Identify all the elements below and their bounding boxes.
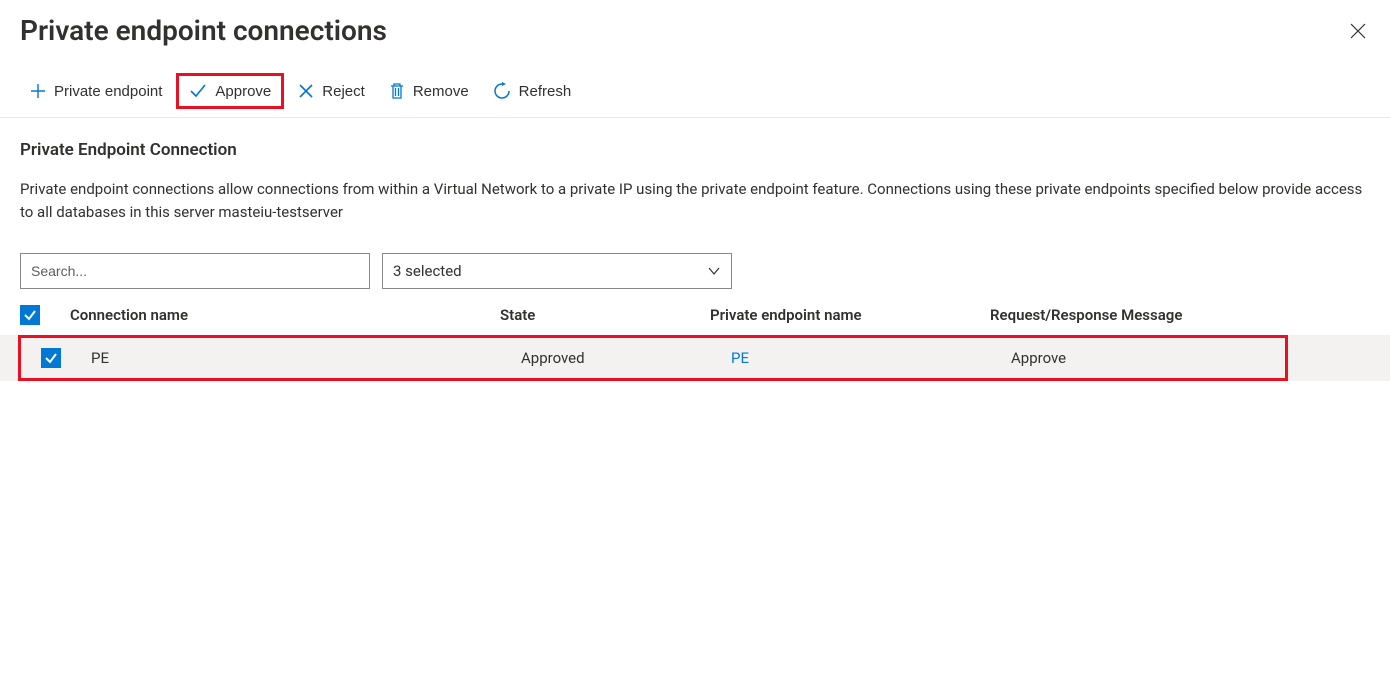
filter-dropdown[interactable]: 3 selected (382, 253, 732, 289)
cell-connection-name: PE (91, 349, 521, 367)
x-icon (298, 83, 314, 99)
section-title: Private Endpoint Connection (0, 118, 1390, 168)
cell-state: Approved (521, 349, 731, 367)
check-icon (189, 82, 207, 100)
col-header-pe-name[interactable]: Private endpoint name (710, 306, 990, 324)
col-header-message[interactable]: Request/Response Message (990, 306, 1370, 324)
cell-message: Approve (1011, 349, 1265, 367)
plus-icon (30, 83, 46, 99)
remove-button[interactable]: Remove (379, 76, 479, 106)
col-header-connection-name[interactable]: Connection name (70, 306, 500, 324)
table-row[interactable]: PE Approved PE Approve (18, 335, 1288, 381)
reject-button[interactable]: Reject (288, 77, 375, 106)
toolbar: Private endpoint Approve Reject Remove R… (0, 57, 1390, 118)
remove-label: Remove (413, 83, 469, 100)
refresh-label: Refresh (519, 83, 572, 100)
chevron-down-icon (707, 264, 721, 278)
refresh-button[interactable]: Refresh (483, 76, 582, 106)
table-header-row: Connection name State Private endpoint n… (0, 299, 1390, 335)
col-header-state[interactable]: State (500, 306, 710, 324)
section-description: Private endpoint connections allow conne… (0, 168, 1390, 223)
approve-label: Approve (215, 83, 271, 100)
page-title: Private endpoint connections (20, 14, 387, 47)
search-input[interactable] (20, 253, 370, 289)
private-endpoint-label: Private endpoint (54, 83, 162, 100)
trash-icon (389, 82, 405, 100)
select-all-checkbox[interactable] (20, 305, 40, 325)
close-icon[interactable] (1346, 19, 1370, 43)
refresh-icon (493, 82, 511, 100)
connections-table: Connection name State Private endpoint n… (0, 299, 1390, 381)
filter-selected-label: 3 selected (393, 262, 462, 280)
page-header: Private endpoint connections (0, 0, 1390, 57)
cell-pe-name-link[interactable]: PE (731, 349, 749, 367)
controls-row: 3 selected (0, 223, 1390, 299)
private-endpoint-button[interactable]: Private endpoint (20, 77, 172, 106)
reject-label: Reject (322, 83, 365, 100)
approve-button[interactable]: Approve (176, 73, 284, 109)
row-checkbox[interactable] (41, 348, 61, 368)
